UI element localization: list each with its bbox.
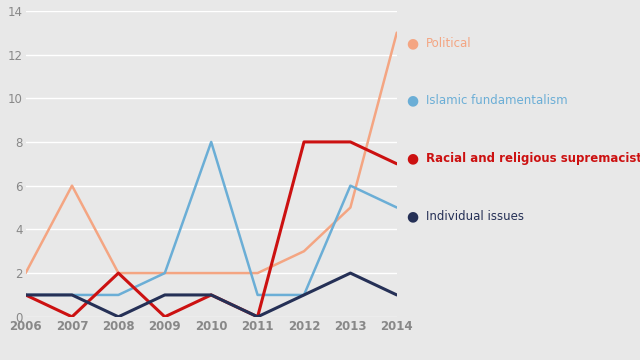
Text: ●: ●: [406, 94, 419, 108]
Text: ●: ●: [406, 209, 419, 223]
Text: ●: ●: [406, 152, 419, 165]
Text: Individual issues: Individual issues: [426, 210, 524, 222]
Text: Political: Political: [426, 37, 471, 50]
Text: Islamic fundamentalism: Islamic fundamentalism: [426, 94, 567, 107]
Text: ●: ●: [406, 36, 419, 50]
Text: Racial and religious supremacists: Racial and religious supremacists: [426, 152, 640, 165]
